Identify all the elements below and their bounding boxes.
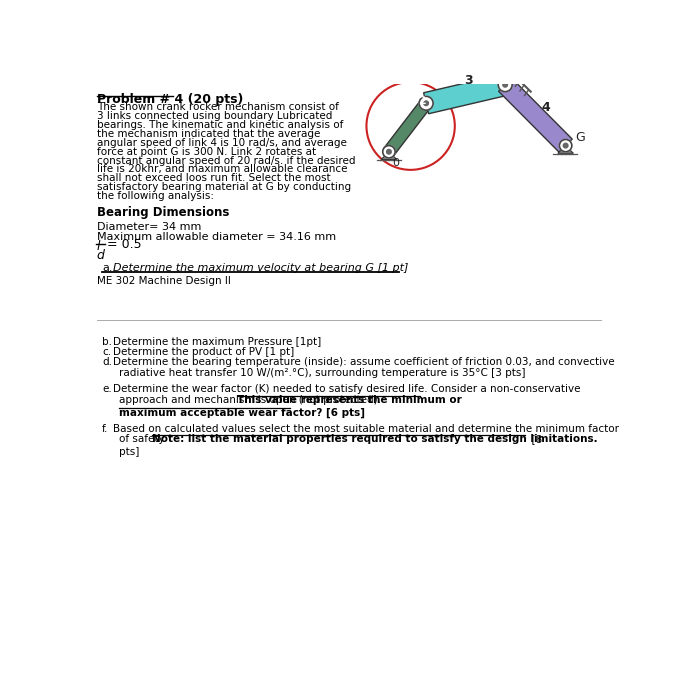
Circle shape [419,97,433,110]
Text: the mechanism indicated that the average: the mechanism indicated that the average [97,129,320,139]
Text: of safety.: of safety. [119,434,173,444]
Circle shape [498,78,512,92]
Circle shape [383,146,395,158]
Text: e.: e. [102,384,112,394]
Text: the following analysis:: the following analysis: [97,191,214,201]
Text: 3 links connected using boundary Lubricated: 3 links connected using boundary Lubrica… [97,111,332,121]
Text: Bearing Dimensions: Bearing Dimensions [97,206,229,219]
Text: Determine the maximum velocity at bearing G [1 pt]: Determine the maximum velocity at bearin… [113,262,409,272]
Text: 3: 3 [464,74,473,87]
Text: b.: b. [102,337,112,346]
Text: shall not exceed loos run fit. Select the most: shall not exceed loos run fit. Select th… [97,174,330,183]
Circle shape [563,144,568,148]
Text: force at point G is 300 N. Link 2 rotates at: force at point G is 300 N. Link 2 rotate… [97,147,316,157]
Text: 0: 0 [392,158,399,169]
Text: Maximum allowable diameter = 34.16 mm: Maximum allowable diameter = 34.16 mm [97,232,336,242]
Text: life is 20khr, and maximum allowable clearance: life is 20khr, and maximum allowable cle… [97,164,347,174]
Polygon shape [424,74,507,113]
Text: Determine the wear factor (K) needed to satisfy desired life. Consider a non-con: Determine the wear factor (K) needed to … [113,384,580,394]
Text: constant angular speed of 20 rad/s. if the desired: constant angular speed of 20 rad/s. if t… [97,155,355,166]
Circle shape [424,101,428,106]
Text: ME 302 Machine Design II: ME 302 Machine Design II [97,276,231,286]
Text: [8: [8 [524,434,542,444]
Polygon shape [381,152,396,160]
Text: c.: c. [102,347,111,357]
Text: maximum acceptable wear factor? [6 pts]: maximum acceptable wear factor? [6 pts] [119,407,365,417]
Text: satisfactory bearing material at G by conducting: satisfactory bearing material at G by co… [97,182,351,192]
Text: = 0.5: = 0.5 [107,238,142,251]
Circle shape [387,150,392,154]
Text: This value represents the minimum or: This value represents the minimum or [237,395,462,405]
Text: The shown crank rocker mechanism consist of: The shown crank rocker mechanism consist… [97,102,338,113]
Circle shape [503,83,507,87]
Text: approach and mechanism is open (not protected).: approach and mechanism is open (not prot… [119,395,387,405]
Text: d.: d. [102,357,112,368]
Text: l: l [97,240,100,253]
Text: Determine the bearing temperature (inside): assume coefficient of friction 0.03,: Determine the bearing temperature (insid… [113,357,615,368]
Text: 2: 2 [418,96,426,106]
Text: pts]: pts] [119,447,140,456]
Polygon shape [498,78,572,152]
Text: Determine the product of PV [1 pt]: Determine the product of PV [1 pt] [113,347,294,357]
Text: Determine the maximum Pressure [1pt]: Determine the maximum Pressure [1pt] [113,337,321,346]
Text: Problem # 4 (20 pts): Problem # 4 (20 pts) [97,93,243,106]
Text: G: G [575,131,586,144]
Text: a.: a. [102,262,112,272]
Text: d: d [97,248,105,262]
Text: Diameter= 34 mm: Diameter= 34 mm [97,222,201,232]
Text: Based on calculated values select the most suitable material and determine the m: Based on calculated values select the mo… [113,424,619,434]
Circle shape [559,139,572,152]
Text: f.: f. [102,424,108,434]
Text: radiative heat transfer 10 W/(m².°C), surrounding temperature is 35°C [3 pts]: radiative heat transfer 10 W/(m².°C), su… [119,368,526,378]
Polygon shape [558,146,573,153]
Polygon shape [384,99,431,155]
Text: angular speed of link 4 is 10 rad/s, and average: angular speed of link 4 is 10 rad/s, and… [97,138,347,148]
Text: bearings. The kinematic and kinetic analysis of: bearings. The kinematic and kinetic anal… [97,120,343,130]
Text: 4: 4 [542,102,551,114]
Text: Note: list the material properties required to satisfy the design limitations.: Note: list the material properties requi… [152,434,597,444]
